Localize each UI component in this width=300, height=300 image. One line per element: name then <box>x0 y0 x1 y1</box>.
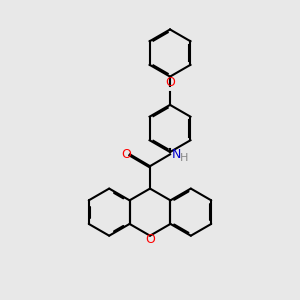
Text: O: O <box>122 148 131 161</box>
Text: H: H <box>179 153 188 163</box>
Text: N: N <box>172 148 182 161</box>
Text: O: O <box>145 232 155 246</box>
Text: O: O <box>165 76 175 89</box>
